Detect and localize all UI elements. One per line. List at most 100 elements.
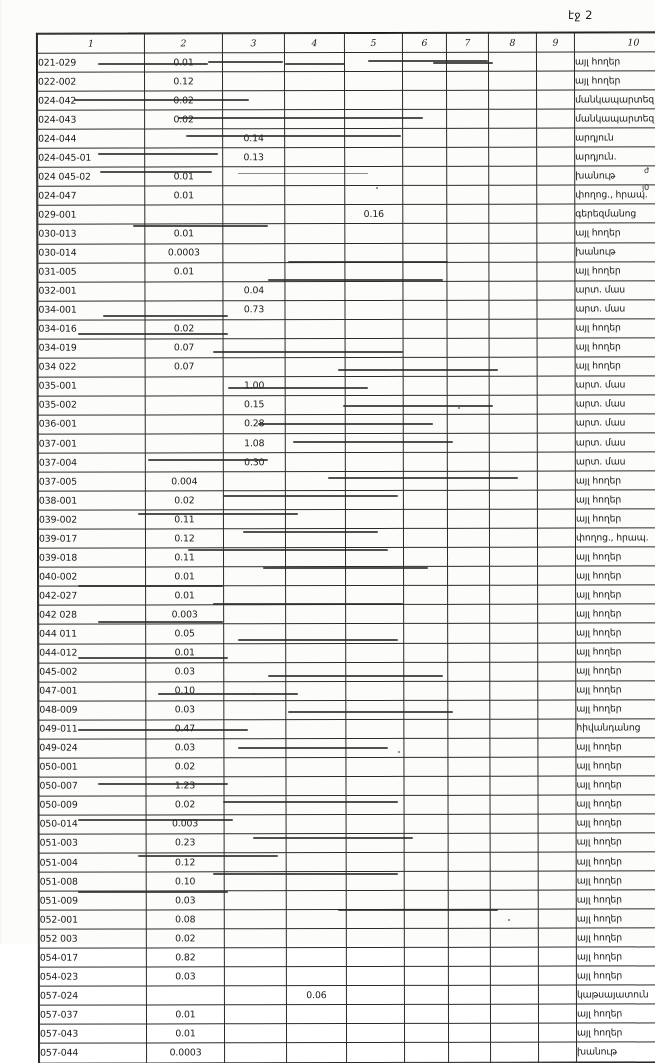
column-header-6: 6 [402,33,447,53]
cell-land-use: խանութ [574,242,655,262]
table-row: 037-004 0.30 արտ. մաս [38,451,655,473]
cell-col7 [446,128,489,148]
cell-col5 [344,261,403,282]
cell-col4 [285,490,346,510]
cell-col9 [537,737,576,757]
cell-col5 [345,319,404,339]
cell-parcel-code: 042-027 [38,586,146,606]
cell-col2: 0.12 [144,71,223,92]
table-row: 051-008 0.10 այլ հողեր [39,870,655,892]
cell-col4 [285,623,346,644]
cell-col2: 0.02 [146,795,225,815]
cell-col4 [285,338,346,358]
cell-col4 [284,71,345,91]
table-header: 1 2 3 4 5 6 7 8 9 10 [37,32,655,54]
cell-col8 [489,547,538,567]
cell-col3 [223,586,286,606]
cell-col7 [447,528,490,548]
cell-col8 [488,299,538,319]
table-row: 047-001 0.10 այլ հողեր [38,680,655,701]
cell-col5 [345,738,404,758]
cell-parcel-code: 038-001 [38,491,146,511]
table-row: 042-027 0.01 այլ հողեր [38,585,655,606]
cell-col9 [536,261,575,281]
cell-col8 [490,1004,539,1024]
cell-land-use: այլ հողեր [575,642,655,662]
cell-col4 [285,604,346,625]
cell-col5 [345,509,404,529]
cell-col9 [537,642,576,662]
cell-col7 [447,776,491,796]
cell-col8 [489,566,538,586]
cell-col5: 0.16 [344,204,403,225]
cell-col7 [446,90,489,110]
cell-col4 [286,795,347,815]
cell-col3 [222,262,285,282]
cell-col3 [224,871,287,891]
cell-col7 [447,509,490,529]
table-row: 057-024 0.06 կաթսայատուն [39,985,655,1006]
cell-col8 [489,528,538,548]
table-row: 032-001 0.04 արտ. մաս [37,280,655,301]
cell-col2: 0.0003 [144,243,223,263]
cell-col9 [536,90,575,110]
cell-col8 [489,356,538,377]
cell-col6 [404,871,449,891]
cell-parcel-code: 044-012 [38,643,146,663]
cell-col9 [537,547,576,567]
cell-col2: 0.11 [145,509,224,530]
cell-col7 [447,623,490,643]
cell-col7 [447,757,490,777]
cell-col5 [345,376,404,396]
cell-parcel-code: 024-042 [37,91,145,111]
cell-col9 [537,356,576,376]
cell-col6 [402,109,447,129]
cell-col8 [488,147,537,167]
cell-col9 [537,337,576,357]
cell-parcel-code: 052-001 [39,910,147,930]
cell-col4 [285,643,346,663]
cell-col6 [403,661,448,682]
table-row: 048-009 0.03 այլ հողեր [38,699,655,720]
cell-col3 [224,928,287,949]
cell-col9 [538,1004,577,1024]
table-row: 038-001 0.02 այլ հողեր [38,489,655,511]
cell-col6 [402,204,447,224]
cell-col3 [224,1005,287,1025]
cell-col6 [403,414,448,434]
cell-col5 [345,490,404,510]
cell-col8 [488,128,537,148]
cell-col4 [285,700,346,720]
cell-parcel-code: 037-005 [38,472,146,492]
cell-col8 [489,414,538,434]
cell-col4 [284,300,346,320]
cell-col8 [489,661,538,681]
table-row: 024-042 0.02 մանկապարտեզ [37,89,655,111]
cell-col6 [403,528,448,548]
cell-col5 [344,90,403,110]
table-header-row: 1 2 3 4 5 6 7 8 9 10 [37,32,655,54]
cell-col4 [285,471,346,491]
cell-col2: 0.82 [146,948,225,968]
cell-col4 [286,1004,347,1025]
cell-land-use: արտ. մաս [575,413,655,434]
land-registry-table: 1 2 3 4 5 6 7 8 9 10 021-029 0.01 այլ հողե… [35,31,655,1063]
cell-col3: 0.73 [222,300,286,320]
table-row: 050-014 0.003 այլ հողեր [39,813,655,835]
cell-col9 [538,928,577,948]
table-row: 057-044 0.0003 խանութ [39,1042,655,1063]
cell-land-use: մանկապարտեզ [574,109,655,129]
cell-col8 [488,280,537,300]
table-row: 035-002 0.15 արտ. մաս [38,394,655,416]
cell-col4 [286,1023,347,1044]
cell-col5 [345,357,404,377]
cell-col9 [538,909,577,929]
cell-col6 [404,909,449,929]
cell-col3: 1.00 [223,376,286,396]
cell-col7 [447,585,490,605]
cell-parcel-code: 051-004 [39,852,147,873]
cell-col4 [286,814,347,834]
cell-col7 [446,147,489,167]
cell-col9 [538,813,577,834]
cell-col7 [446,166,489,186]
